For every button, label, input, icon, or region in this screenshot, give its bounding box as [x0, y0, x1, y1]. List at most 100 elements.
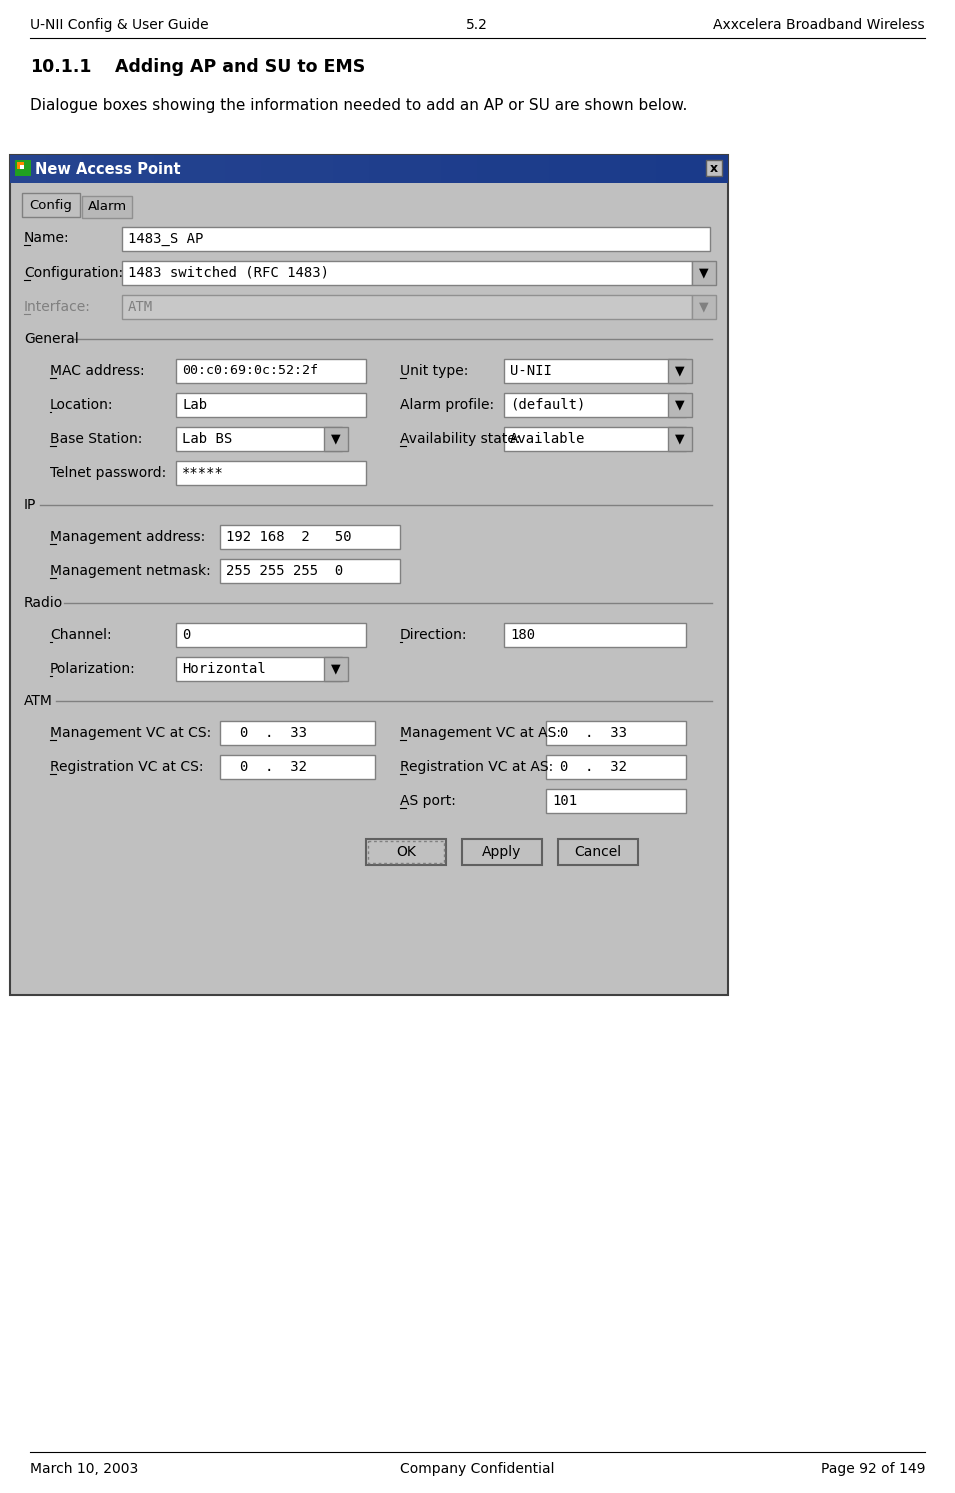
Text: Axxcelera Broadband Wireless: Axxcelera Broadband Wireless [713, 18, 925, 31]
Bar [405, 155, 441, 184]
Bar [324, 657, 348, 681]
Text: AS port:: AS port: [400, 794, 456, 808]
Text: MAC address:: MAC address: [50, 364, 144, 378]
Bar [656, 155, 692, 184]
Text: Company Confidential: Company Confidential [400, 1462, 554, 1477]
Text: 0  .  32: 0 . 32 [240, 760, 307, 773]
Bar [369, 155, 405, 184]
Bar [504, 623, 686, 646]
Bar [10, 155, 728, 184]
Bar [692, 155, 728, 184]
Bar [546, 755, 686, 779]
Bar [220, 755, 375, 779]
Text: ▼: ▼ [699, 300, 709, 314]
Bar [189, 155, 225, 184]
Bar [176, 393, 366, 417]
Text: Direction:: Direction: [400, 629, 468, 642]
Bar [546, 721, 686, 745]
Text: Radio: Radio [24, 596, 63, 611]
Text: Alarm profile:: Alarm profile: [400, 399, 494, 412]
Bar [366, 839, 446, 864]
Text: Management address:: Management address: [50, 530, 205, 543]
Bar [20, 166, 24, 169]
Text: Management VC at AS:: Management VC at AS: [400, 726, 561, 741]
Text: ▼: ▼ [331, 663, 341, 675]
Bar [692, 296, 716, 320]
Text: 0: 0 [182, 629, 190, 642]
Bar [154, 155, 189, 184]
Bar [10, 155, 46, 184]
Text: Adding AP and SU to EMS: Adding AP and SU to EMS [115, 58, 365, 76]
Text: Lab: Lab [182, 399, 207, 412]
Text: Configuration:: Configuration: [24, 266, 123, 281]
Text: Location:: Location: [50, 399, 114, 412]
Bar [262, 155, 297, 184]
Text: 0  .  33: 0 . 33 [560, 726, 627, 741]
Text: Unit type:: Unit type: [400, 364, 468, 378]
Bar [668, 393, 692, 417]
Text: 1483 switched (RFC 1483): 1483 switched (RFC 1483) [128, 266, 329, 281]
Text: Channel:: Channel: [50, 629, 112, 642]
Bar [117, 155, 154, 184]
Bar [225, 155, 262, 184]
Bar [176, 358, 366, 384]
Bar [122, 261, 692, 285]
Bar [558, 839, 638, 864]
Text: (default): (default) [510, 399, 585, 412]
Text: Apply: Apply [482, 845, 521, 858]
Text: Alarm: Alarm [88, 200, 127, 213]
Text: New Access Point: New Access Point [35, 161, 180, 176]
Bar [176, 623, 366, 646]
Text: 5.2: 5.2 [466, 18, 488, 31]
Bar [122, 227, 710, 251]
Bar [220, 526, 400, 549]
Bar [621, 155, 656, 184]
Bar [297, 155, 333, 184]
Text: 00:c0:69:0c:52:2f: 00:c0:69:0c:52:2f [182, 364, 318, 378]
Text: Config: Config [30, 199, 73, 212]
Bar [692, 261, 716, 285]
Text: x: x [710, 161, 718, 175]
Text: *****: ***** [182, 466, 223, 481]
Text: 0  .  33: 0 . 33 [240, 726, 307, 741]
Bar [176, 461, 366, 485]
Bar [477, 155, 513, 184]
Text: ▼: ▼ [675, 399, 685, 412]
Text: 192 168  2   50: 192 168 2 50 [226, 530, 351, 543]
Text: Cancel: Cancel [575, 845, 622, 858]
Text: Name:: Name: [24, 231, 70, 245]
Text: Base Station:: Base Station: [50, 431, 142, 446]
Text: Registration VC at CS:: Registration VC at CS: [50, 760, 203, 773]
Bar [668, 427, 692, 451]
Text: Dialogue boxes showing the information needed to add an AP or SU are shown below: Dialogue boxes showing the information n… [30, 99, 688, 113]
Text: U-NII Config & User Guide: U-NII Config & User Guide [30, 18, 208, 31]
Bar [17, 163, 24, 169]
Text: 101: 101 [552, 794, 577, 808]
Text: 10.1.1: 10.1.1 [30, 58, 92, 76]
Text: 180: 180 [510, 629, 535, 642]
Text: Interface:: Interface: [24, 300, 91, 314]
Bar [324, 427, 348, 451]
Text: Availability state:: Availability state: [400, 431, 520, 446]
Text: Telnet password:: Telnet password: [50, 466, 166, 481]
Bar [10, 155, 728, 994]
Text: Page 92 of 149: Page 92 of 149 [820, 1462, 925, 1477]
Text: Polarization:: Polarization: [50, 661, 136, 676]
Bar [584, 155, 621, 184]
Text: Lab BS: Lab BS [182, 431, 232, 446]
Bar [441, 155, 477, 184]
Bar [82, 155, 117, 184]
Bar [668, 358, 692, 384]
Text: Management VC at CS:: Management VC at CS: [50, 726, 211, 741]
Bar [15, 160, 31, 176]
Text: ▼: ▼ [675, 433, 685, 445]
Text: 0  .  32: 0 . 32 [560, 760, 627, 773]
Bar [368, 841, 444, 863]
Bar [46, 155, 82, 184]
Bar [548, 155, 584, 184]
Bar [176, 657, 342, 681]
Text: ATM: ATM [128, 300, 153, 314]
Bar [220, 721, 375, 745]
Text: IP: IP [24, 499, 36, 512]
Bar [706, 160, 722, 176]
